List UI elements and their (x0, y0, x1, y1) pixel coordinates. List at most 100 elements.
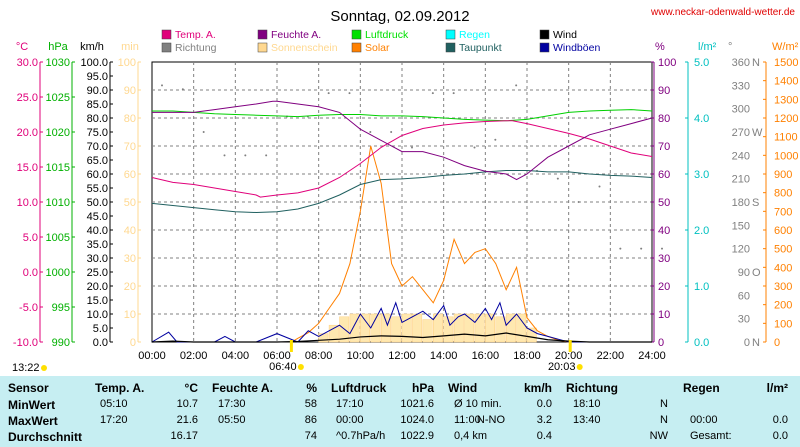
stats-cell: 1024.0 (400, 414, 434, 426)
axis-tick-label: 80 (124, 113, 136, 125)
legend-label: Temp. A. (175, 29, 216, 41)
axis-tick-label: 15.0 (87, 295, 108, 307)
stats-cell: 00:00 (336, 414, 364, 426)
sunset-sun-icon (576, 364, 583, 370)
axis-tick-label: 70.0 (87, 141, 108, 153)
axis-tick-label: 55.0 (87, 183, 108, 195)
legend-label: Luftdruck (365, 29, 409, 41)
legend-swatch (257, 29, 268, 40)
stats-row-label: MinWert (8, 398, 56, 412)
axis-tick-label: 30.0 (17, 57, 38, 69)
wind-line (151, 332, 652, 343)
direction-point (202, 131, 205, 133)
weather-chart: °C 30.0 25.0 20.0 15.0 10.0 5.0 0.0 -5.0 -10.0 hPa… (12, 7, 799, 374)
sunshine-bar (474, 313, 485, 343)
legend-swatch (539, 42, 550, 53)
stats-cell: 1021.6 (400, 398, 434, 410)
axis-tick-label: 0.0 (23, 267, 38, 279)
axis-tick-label: 0 (774, 337, 780, 349)
axis-tick-label: 90 (738, 267, 750, 279)
chart-legend: Temp. A. Feuchte A. Luftdruck Regen Wind Rich… (161, 29, 600, 54)
daylight-sun-icon (41, 365, 47, 371)
x-tick-label: 06:00 (263, 350, 291, 362)
axis-tick-label: 100 (658, 57, 676, 69)
legend-label: Regen (459, 29, 490, 41)
axis-tick-label: 0.0 (694, 337, 709, 349)
direction-point (327, 92, 330, 95)
stats-cell: Gesamt: (690, 430, 732, 442)
axis-unit-label: ° (728, 41, 732, 53)
sun-markers: 06:40 20:03 13:22 (12, 340, 583, 374)
humidity-line (152, 100, 653, 181)
axis-tick-label: 100.0 (80, 57, 108, 69)
stats-cell: N (660, 414, 668, 426)
axis-tick-label: 50.0 (87, 197, 108, 209)
legend-label: Richtung (175, 42, 217, 54)
direction-point (223, 154, 226, 157)
chart-series (151, 84, 663, 343)
axis-tick-label: 20.0 (87, 281, 108, 293)
stats-header: Luftdruck (331, 381, 387, 395)
stats-header: Temp. A. (95, 381, 145, 395)
stats-cell: 0,4 km (454, 430, 488, 442)
axis-tick-label: 5.0 (23, 232, 38, 244)
axis-tick-label: 0 (658, 337, 664, 349)
axis-tick-label: 3.0 (694, 169, 709, 181)
axis-tick-label: 70 (658, 141, 670, 153)
direction-point (265, 154, 268, 157)
x-tick-label: 24:00 (638, 350, 666, 362)
direction-point (411, 146, 413, 149)
chart-title: Sonntag, 02.09.2012 (330, 8, 469, 25)
axis-tick-label: 1.0 (694, 281, 709, 293)
source-link[interactable]: www.neckar-odenwald-wetter.de (650, 7, 795, 18)
axis-tick-label: O (752, 267, 761, 279)
axis-tick-label: -10.0 (13, 337, 38, 349)
stats-cell: 05:50 (218, 414, 246, 426)
sunshine-bar (422, 319, 433, 343)
stats-header: Feuchte A. (212, 381, 273, 395)
stats-cell: 05:10 (100, 398, 128, 410)
stats-row-label: Durchschnitt (8, 430, 83, 444)
axis-tick-label: N (752, 337, 760, 349)
sunshine-bar (485, 313, 496, 343)
axis-tick-label: 40.0 (87, 225, 108, 237)
axis-tick-label: 80.0 (87, 113, 108, 125)
axis-tick-label: 1300 (774, 94, 798, 106)
axis-tick-label: 210 (732, 174, 750, 186)
axis-tick-label: 90.0 (87, 85, 108, 97)
sunshine-bar (526, 327, 537, 343)
axis-tick-label: 70 (124, 141, 136, 153)
axis-tick-label: 30.0 (87, 253, 108, 265)
axis-tick-label: 300 (732, 104, 750, 116)
axis-tick-label: 30 (124, 253, 136, 265)
axis-tick-label: 40 (658, 225, 670, 237)
sunshine-bar (391, 316, 402, 343)
legend-swatch (161, 42, 172, 53)
direction-point (452, 92, 455, 95)
direction-point (556, 177, 559, 180)
axis-tick-label: 45.0 (87, 211, 108, 223)
stats-cell: 74 (304, 430, 317, 442)
stats-header: Sensor (8, 381, 49, 395)
axis-tick-label: 1030 (46, 57, 70, 69)
axis-tick-label: 10 (658, 309, 670, 321)
stats-cell: 58 (304, 398, 317, 410)
legend-label: Taupunkt (459, 42, 502, 54)
direction-point (181, 88, 184, 91)
legend-swatch (257, 42, 268, 53)
legend-label: Wind (553, 29, 577, 41)
axis-tick-label: 0 (130, 337, 136, 349)
axis-tick-label: 1200 (774, 113, 798, 125)
stats-cell: 86 (304, 414, 317, 426)
axis-tick-label: 270 (732, 127, 750, 139)
axis-tick-label: 995 (52, 302, 70, 314)
sunshine-bar (516, 313, 527, 343)
axis-tick-label: 25.0 (87, 267, 108, 279)
x-tick-label: 14:00 (430, 350, 458, 362)
axis-tick-label: 30 (658, 253, 670, 265)
sunshine-bar (360, 313, 371, 343)
chart-axes: °C 30.0 25.0 20.0 15.0 10.0 5.0 0.0 -5.0 -10.0 hPa… (13, 41, 799, 349)
axis-tick-label: 1500 (774, 57, 798, 69)
axis-tick-label: 1020 (46, 127, 70, 139)
stats-header: °C (184, 381, 198, 395)
